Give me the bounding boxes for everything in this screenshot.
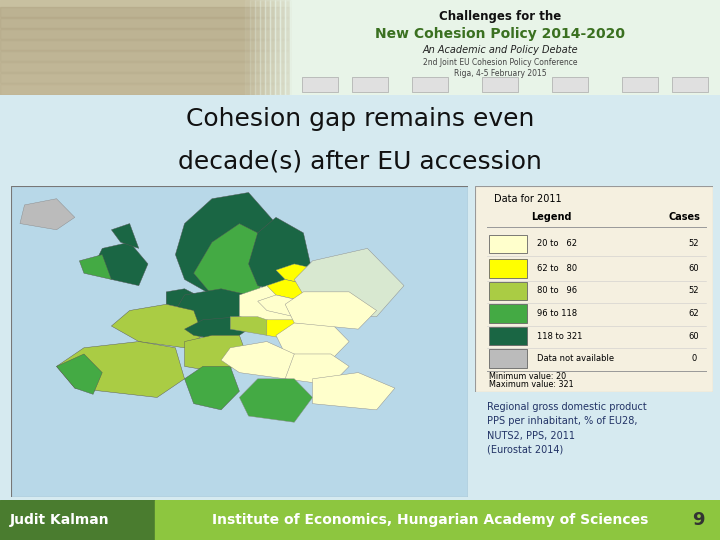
Text: 62 to   80: 62 to 80 (537, 264, 577, 273)
Text: New Cohesion Policy 2014-2020: New Cohesion Policy 2014-2020 (375, 27, 625, 41)
Bar (300, 0, 305, 94)
Bar (275, 0, 280, 94)
Polygon shape (239, 286, 312, 326)
Bar (0, 29, 290, 39)
Bar (0, 40, 290, 50)
Text: 2nd Joint EU Cohesion Policy Conference: 2nd Joint EU Cohesion Policy Conference (423, 58, 577, 67)
Bar (412, 77, 448, 92)
Bar (265, 0, 270, 94)
Text: Regional gross domestic product
PPS per inhabitant, % of EU28,
NUTS2, PPS, 2011
: Regional gross domestic product PPS per … (487, 402, 647, 455)
Text: 118 to 321: 118 to 321 (537, 332, 582, 341)
Polygon shape (258, 295, 303, 316)
Text: Data not available: Data not available (537, 354, 614, 363)
Polygon shape (294, 248, 404, 316)
Polygon shape (166, 289, 203, 310)
Polygon shape (285, 292, 377, 329)
Bar (295, 0, 300, 94)
Text: Riga, 4-5 February 2015: Riga, 4-5 February 2015 (454, 69, 546, 78)
Bar (490, 259, 528, 278)
Polygon shape (267, 320, 312, 342)
Polygon shape (230, 316, 276, 335)
Polygon shape (194, 224, 267, 305)
Bar (622, 77, 658, 92)
Text: 62: 62 (688, 309, 699, 318)
Bar (270, 0, 275, 94)
Bar (302, 77, 338, 92)
Polygon shape (56, 342, 184, 397)
Bar (0, 73, 290, 84)
Polygon shape (248, 218, 312, 295)
Bar (352, 77, 388, 92)
Bar (155, 500, 720, 540)
Text: 20 to   62: 20 to 62 (537, 239, 577, 248)
Bar (250, 0, 255, 94)
Text: Maximum value: 321: Maximum value: 321 (490, 380, 574, 389)
Text: 80 to   96: 80 to 96 (537, 286, 577, 295)
Bar (0, 7, 290, 17)
Bar (0, 0, 290, 94)
Polygon shape (276, 264, 322, 286)
Polygon shape (56, 354, 102, 394)
Bar (260, 0, 265, 94)
Bar (245, 0, 250, 94)
Polygon shape (184, 316, 248, 342)
Text: Institute of Economics, Hungarian Academy of Sciences: Institute of Economics, Hungarian Academ… (212, 513, 648, 526)
Polygon shape (176, 289, 258, 332)
Text: An Academic and Policy Debate: An Academic and Policy Debate (422, 45, 578, 55)
Polygon shape (221, 342, 294, 379)
Polygon shape (112, 305, 203, 348)
Polygon shape (276, 323, 349, 360)
Polygon shape (79, 255, 112, 280)
Text: 52: 52 (688, 239, 699, 248)
Bar (490, 327, 528, 346)
Text: 9: 9 (693, 511, 705, 529)
Bar (490, 282, 528, 300)
Text: 60: 60 (688, 264, 699, 273)
Polygon shape (20, 199, 75, 230)
Bar (0, 500, 155, 540)
Text: Cases: Cases (668, 212, 701, 222)
Polygon shape (93, 242, 148, 286)
Polygon shape (112, 224, 139, 248)
Bar (482, 77, 518, 92)
Text: Cohesion gap remains even: Cohesion gap remains even (186, 107, 534, 131)
Text: Data for 2011: Data for 2011 (494, 194, 562, 204)
Bar (552, 77, 588, 92)
Bar (255, 0, 260, 94)
Text: Minimum value: 20: Minimum value: 20 (490, 372, 567, 381)
Bar (490, 349, 528, 368)
Text: 52: 52 (688, 286, 699, 295)
Bar (305, 0, 310, 94)
Polygon shape (267, 280, 312, 301)
Polygon shape (239, 379, 312, 422)
Bar (672, 77, 708, 92)
Bar (0, 18, 290, 28)
Text: Challenges for the: Challenges for the (439, 10, 561, 23)
Bar (290, 0, 295, 94)
Bar (0, 84, 290, 94)
Text: 0: 0 (691, 354, 696, 363)
Text: Legend: Legend (531, 212, 572, 222)
Bar (490, 234, 528, 253)
Text: decade(s) after EU accession: decade(s) after EU accession (178, 150, 542, 173)
Bar (490, 305, 528, 323)
Polygon shape (212, 292, 239, 310)
Polygon shape (184, 335, 248, 373)
Bar (280, 0, 285, 94)
Bar (0, 62, 290, 72)
Text: Judit Kalman: Judit Kalman (10, 513, 109, 526)
Text: 60: 60 (688, 332, 699, 341)
Bar (285, 0, 290, 94)
Polygon shape (176, 193, 276, 295)
Bar (0, 51, 290, 62)
Bar (240, 0, 245, 94)
Polygon shape (184, 367, 239, 410)
Polygon shape (312, 373, 395, 410)
Text: 96 to 118: 96 to 118 (537, 309, 577, 318)
Polygon shape (276, 354, 349, 385)
